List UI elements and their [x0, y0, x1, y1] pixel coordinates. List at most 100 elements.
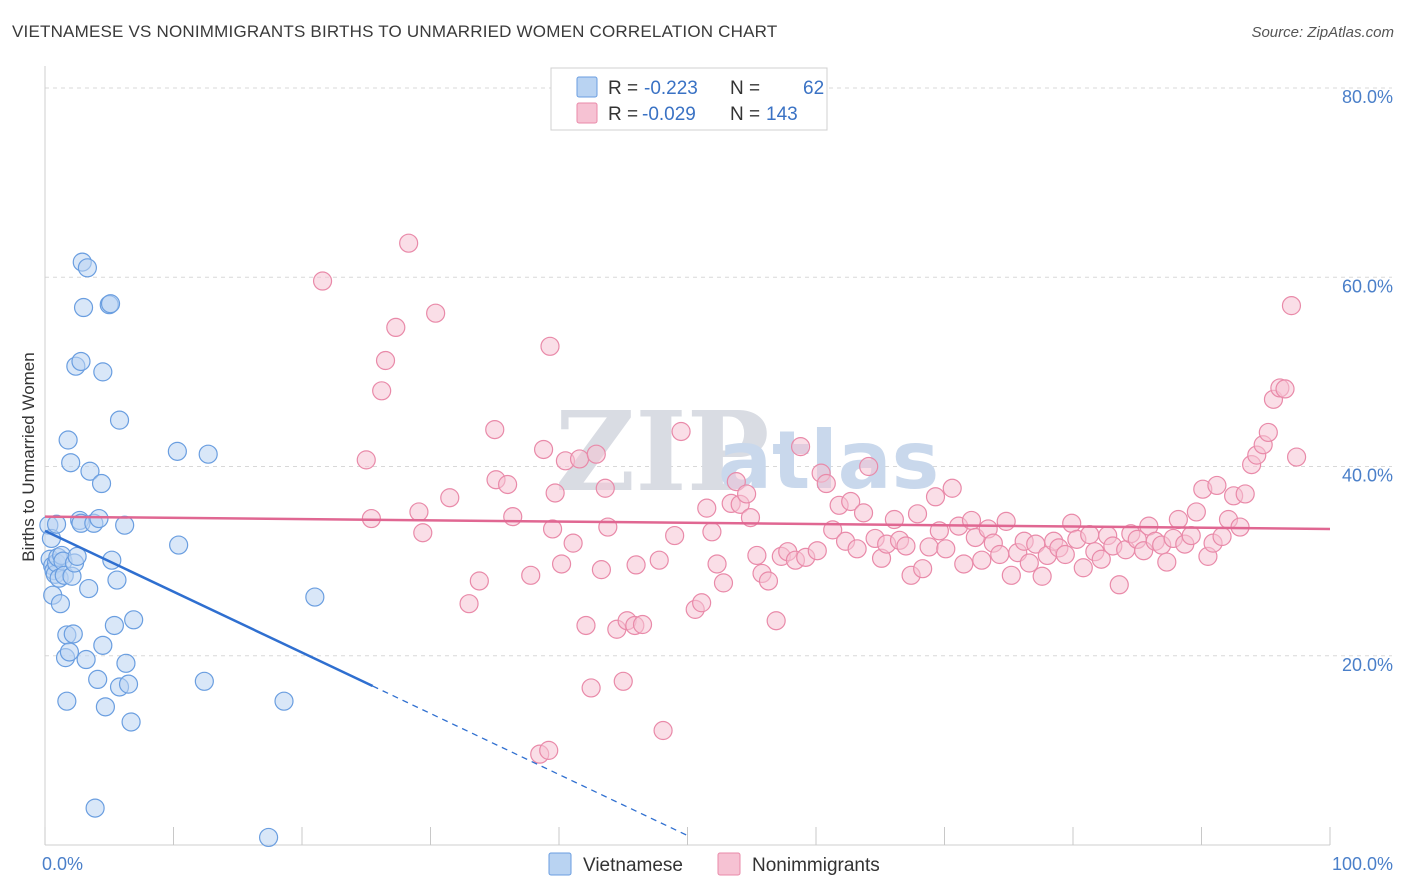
vietnamese-point [85, 798, 105, 818]
vietnamese-point [169, 535, 189, 555]
nonimmigrants-point [1212, 526, 1232, 547]
nonimmigrants-point [399, 233, 419, 253]
vietnamese-point [109, 410, 130, 430]
nonimmigrants-point [990, 544, 1010, 565]
vietnamese-point [305, 587, 325, 607]
nonimmigrants-point [595, 478, 615, 498]
vietnamese-point [80, 461, 100, 481]
vietnamese-point [100, 294, 121, 314]
nonimmigrants-point [613, 671, 633, 691]
vietnamese-point [118, 674, 139, 694]
vietnamese-point [95, 697, 115, 717]
nonimmigrants-point [913, 559, 933, 579]
nonimmigrants-point [707, 554, 727, 574]
vietnamese-point [57, 691, 77, 711]
nonimmigrants-point [1157, 552, 1177, 572]
vietnamese-point [274, 691, 294, 711]
nonimmigrants-point [1275, 379, 1295, 399]
legend-swatch-nonimmigrants [576, 102, 598, 124]
bottom-legend-swatch-nonimmigrants [717, 852, 741, 876]
vietnamese-point [50, 594, 71, 614]
vietnamese-point [194, 671, 214, 691]
legend-r-label-1: R = [608, 78, 638, 99]
nonimmigrants-point [713, 573, 734, 593]
vietnamese-point [79, 578, 99, 599]
nonimmigrants-point [1258, 422, 1278, 443]
nonimmigrants-point [807, 541, 827, 561]
series-legend: Vietnamese Nonimmigrants [548, 852, 880, 876]
legend-r-value-1: -0.223 [644, 78, 698, 99]
vietnamese-point [61, 453, 81, 473]
vietnamese-point [121, 712, 141, 732]
nonimmigrants-point [665, 525, 685, 546]
x-tick-label-max: 100.0% [1332, 854, 1393, 874]
nonimmigrants-point [907, 504, 928, 524]
vietnamese-trend-line [44, 529, 374, 688]
vietnamese-point [107, 570, 127, 590]
vietnamese-point [91, 473, 112, 494]
nonimmigrants-point [1181, 525, 1201, 546]
data-points [39, 233, 1307, 848]
nonimmigrants-point [726, 472, 746, 492]
nonimmigrants-point [581, 678, 601, 698]
vietnamese-point [93, 635, 113, 655]
nonimmigrants-point [1207, 475, 1227, 496]
nonimmigrants-point [740, 507, 761, 528]
nonimmigrants-point [1080, 525, 1100, 545]
nonimmigrants-point [737, 484, 757, 504]
source-label: Source: ZipAtlas.com [1251, 24, 1394, 41]
nonimmigrants-point [632, 614, 653, 635]
nonimmigrants-point [413, 523, 433, 543]
legend-r-value-2: -0.029 [642, 104, 696, 125]
y-tick-label: 20.0% [1342, 655, 1393, 675]
nonimmigrants-point [766, 611, 786, 631]
nonimmigrants-point [521, 565, 541, 585]
legend-n-label-2: N = [730, 104, 760, 125]
nonimmigrants-point [312, 271, 333, 291]
nonimmigrants-point [485, 419, 505, 440]
nonimmigrants-trend-line [44, 515, 1331, 531]
trend-lines [44, 515, 1331, 837]
legend-r-label-2: R = [608, 104, 638, 125]
vietnamese-point [71, 351, 91, 372]
vietnamese-point [167, 441, 187, 461]
bottom-legend-nonimmigrants: Nonimmigrants [752, 855, 880, 876]
vietnamese-point [63, 624, 83, 644]
nonimmigrants-point [1032, 566, 1052, 586]
nonimmigrants-point [539, 740, 559, 760]
nonimmigrants-point [540, 336, 560, 356]
nonimmigrants-point [503, 507, 523, 527]
vietnamese-point [59, 642, 80, 662]
nonimmigrants-point [972, 550, 992, 570]
nonimmigrants-point [692, 593, 712, 613]
vietnamese-point [58, 430, 78, 450]
nonimmigrants-point [942, 478, 962, 498]
nonimmigrants-point [747, 545, 767, 566]
nonimmigrants-point [440, 488, 460, 508]
vietnamese-point [258, 827, 279, 848]
vietnamese-point [77, 258, 98, 278]
vietnamese-trend-extension [372, 685, 688, 837]
nonimmigrants-point [1055, 544, 1075, 565]
nonimmigrants-point [1091, 549, 1111, 569]
vietnamese-point [93, 362, 113, 382]
nonimmigrants-point [671, 421, 691, 442]
nonimmigrants-point [542, 519, 563, 539]
vietnamese-point [76, 649, 96, 670]
nonimmigrants-point [896, 536, 916, 556]
nonimmigrants-point [702, 522, 722, 542]
nonimmigrants-point [853, 503, 874, 523]
vietnamese-point [73, 297, 94, 318]
y-tick-label: 80.0% [1342, 87, 1393, 107]
nonimmigrants-point [1073, 558, 1093, 578]
legend-n-value-1: 62 [803, 78, 824, 99]
vietnamese-point [124, 610, 144, 630]
nonimmigrants-point [569, 449, 590, 469]
vietnamese-point [116, 653, 136, 673]
nonimmigrants-point [586, 444, 606, 464]
chart-title: VIETNAMESE VS NONIMMIGRANTS BIRTHS TO UN… [12, 22, 778, 41]
nonimmigrants-point [954, 554, 974, 574]
nonimmigrants-point [1109, 575, 1129, 595]
legend-n-label-1: N = [730, 78, 760, 99]
y-axis-title: Births to Unmarried Women [19, 352, 38, 561]
